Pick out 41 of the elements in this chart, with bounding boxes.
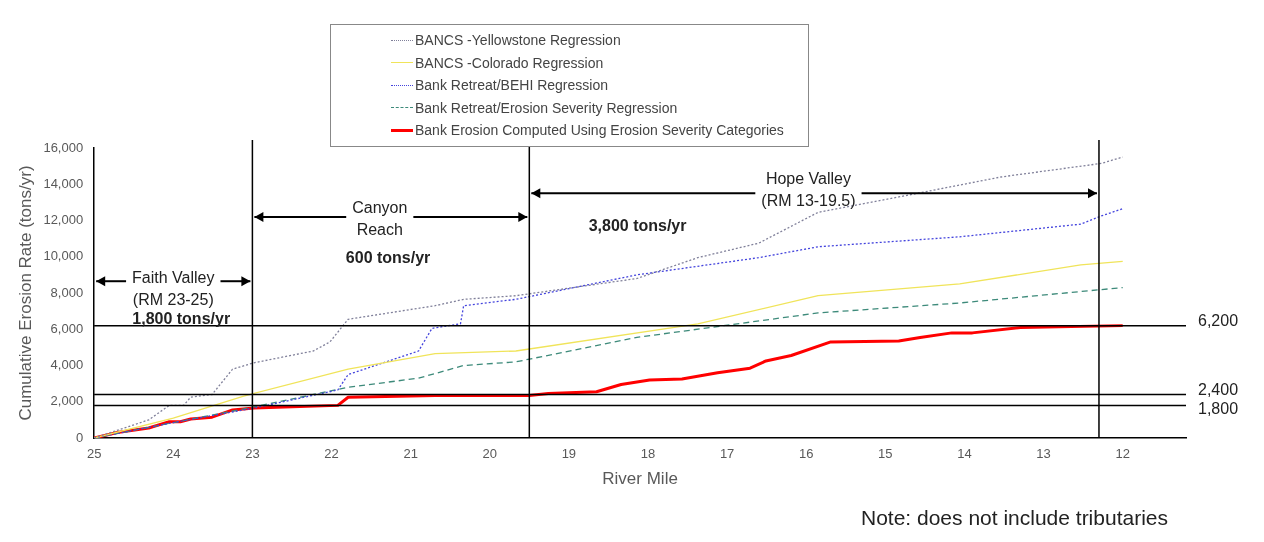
annotation: Faith Valley (RM 23-25)	[132, 268, 215, 308]
legend-label: Bank Retreat/BEHI Regression	[415, 76, 608, 95]
annotation: 600 tons/yr	[345, 248, 431, 266]
line-series	[94, 156, 1124, 438]
x-tick-label: 25	[86, 446, 102, 462]
y-tick-label: 10,000	[43, 248, 84, 264]
y-tick-label: 12,000	[43, 212, 84, 228]
y-tick-label: 8,000	[50, 284, 84, 300]
ref-line-label: 6,200	[1198, 312, 1239, 330]
x-tick-label: 21	[403, 446, 418, 462]
legend-label: BANCS -Yellowstone Regression	[415, 31, 621, 50]
y-tick-label: 6,000	[50, 320, 84, 336]
annotation: Canyon Reach	[352, 199, 408, 239]
y-tick-label: 14,000	[43, 175, 84, 191]
x-tick-label: 17	[719, 446, 735, 462]
y-axis-title: Cumulative Erosion Rate (tons/yr)	[15, 165, 35, 421]
text: Note: does not include tributaries	[860, 506, 1168, 530]
x-tick-label: 13	[1036, 446, 1051, 462]
x-axis-title: River Mile	[602, 469, 678, 489]
y-tick-label: 2,000	[50, 393, 84, 409]
x-tick-label: 19	[561, 446, 577, 462]
annotation: 3,800 tons/yr	[588, 216, 687, 234]
annotation: 1,800 tons/yr	[132, 309, 231, 327]
legend-label: Bank Erosion Computed Using Erosion Severity Categories	[415, 121, 784, 140]
legend-label: Bank Retreat/Erosion Severity Regression	[415, 98, 678, 118]
annotation: Hope Valley (RM 13-19.5)	[761, 170, 856, 210]
y-tick-label: 4,000	[50, 357, 84, 373]
x-tick-label: 24	[166, 446, 181, 462]
y-tick-label: 16,000	[43, 139, 84, 155]
ref-line-label: 2,400	[1198, 380, 1239, 398]
legend-label: BANCS -Colorado Regression	[415, 53, 604, 73]
x-tick-label: 12	[1115, 446, 1130, 462]
y-tick-label: 0	[75, 429, 84, 445]
x-tick-label: 14	[957, 446, 972, 462]
ref-line-label: 1,800	[1198, 399, 1239, 417]
x-tick-label: 16	[799, 446, 814, 462]
x-tick-label: 18	[640, 446, 656, 462]
x-tick-label: 20	[482, 446, 497, 462]
x-tick-label: 22	[324, 446, 339, 462]
x-tick-label: 15	[878, 446, 893, 462]
x-tick-label: 23	[245, 446, 260, 462]
